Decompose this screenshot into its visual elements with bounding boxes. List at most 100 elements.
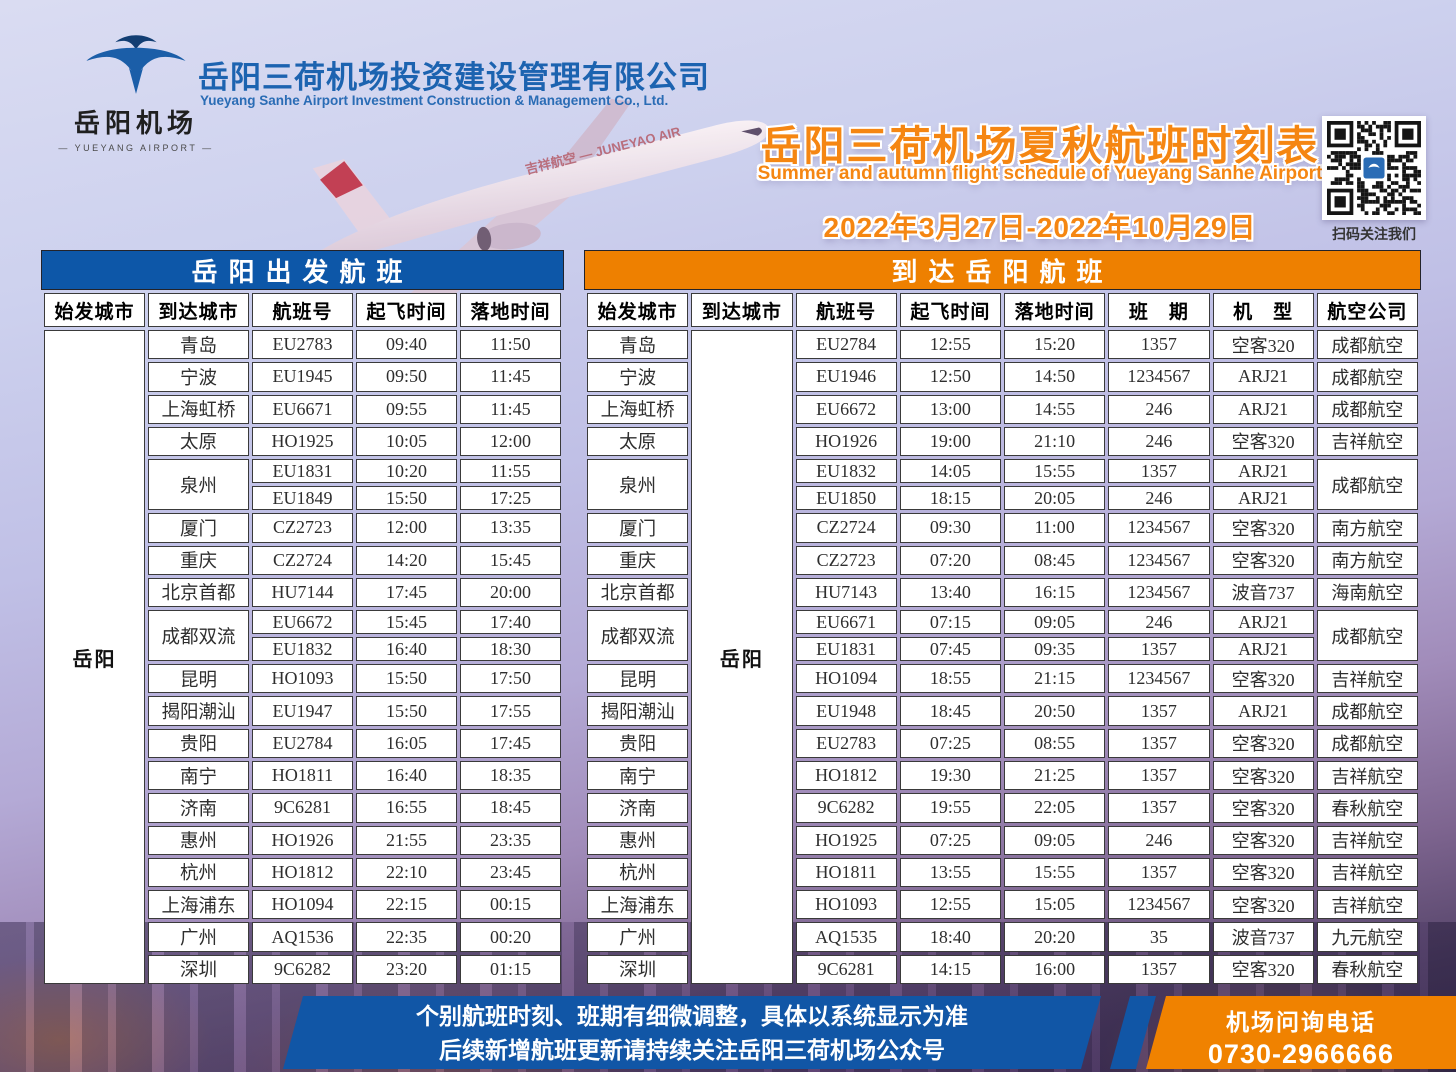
departures-section: 岳阳出发航班 始发城市 到达城市 航班号 起飞时间 落地时间 岳阳 青岛 EU2783 09:4… — [41, 250, 564, 987]
column-header: 到达城市 — [691, 293, 793, 327]
column-header: 始发城市 — [587, 293, 689, 327]
arrival-time-cell: 17:50 — [460, 664, 561, 694]
departure-time-cell: 19:55 — [899, 793, 1001, 823]
departure-time-cell: 16:40 — [356, 761, 457, 791]
logo-text-en: — YUEYANG AIRPORT — — [58, 143, 214, 153]
arrival-time-cell: 15:20 — [1004, 330, 1106, 360]
table-row: 广州 AQ1535 18:40 20:20 35 波音737 九元航空 — [587, 922, 1418, 952]
city-cell: 成都双流 — [148, 610, 249, 662]
arrival-time-cell: 09:05 — [1004, 610, 1106, 635]
table-row: 上海浦东 HO1093 12:55 15:05 1234567 空客320 吉祥航空 — [587, 890, 1418, 920]
tail-logo-swash — [320, 161, 363, 199]
arrival-time-cell: 20:50 — [1004, 696, 1106, 726]
city-cell: 杭州 — [148, 857, 249, 888]
city-cell: 宁波 — [587, 362, 689, 392]
table-row: 杭州 HO1811 13:55 15:55 1357 空客320 吉祥航空 — [587, 857, 1418, 888]
aircraft-cell: ARJ21 — [1212, 394, 1314, 424]
city-cell: 济南 — [148, 793, 249, 823]
phone-number: 0730-2966666 — [1207, 1039, 1395, 1069]
days-cell: 1357 — [1108, 761, 1210, 791]
aircraft-cell: 空客320 — [1212, 664, 1314, 694]
arrival-time-cell: 23:35 — [460, 825, 561, 855]
column-header-row: 始发城市 到达城市 航班号 起飞时间 落地时间班 期机 型航空公司 — [587, 293, 1418, 327]
flight-number-cell: CZ2724 — [252, 545, 353, 575]
arrival-time-cell: 00:20 — [460, 922, 561, 952]
table-row: 贵阳 EU2783 07:25 08:55 1357 空客320 成都航空 — [587, 728, 1418, 758]
days-cell: 1357 — [1108, 637, 1210, 662]
airline-cell: 成都航空 — [1316, 330, 1418, 360]
departure-time-cell: 12:50 — [899, 362, 1001, 392]
phone-label: 机场问询电话 — [1226, 1009, 1376, 1035]
departure-time-cell: 13:40 — [899, 577, 1001, 608]
notice-line2: 后续新增航班更新请持续关注岳阳三荷机场公众号 — [439, 1037, 945, 1063]
arrival-time-cell: 14:55 — [1004, 394, 1106, 424]
city-cell: 济南 — [587, 793, 689, 823]
column-header: 机 型 — [1212, 293, 1314, 327]
company-name-en: Yueyang Sanhe Airport Investment Constru… — [200, 93, 669, 108]
aircraft-cell: 空客320 — [1212, 513, 1314, 543]
days-cell: 246 — [1108, 426, 1210, 457]
column-header: 始发城市 — [44, 293, 145, 327]
table-row: 济南 9C6281 16:55 18:45 — [44, 793, 561, 823]
city-cell: 广州 — [148, 922, 249, 952]
flight-number-cell: EU6672 — [252, 610, 353, 635]
city-cell: 上海浦东 — [148, 890, 249, 920]
city-cell: 南宁 — [148, 761, 249, 791]
departure-time-cell: 07:45 — [899, 637, 1001, 662]
departure-time-cell: 23:20 — [356, 954, 457, 984]
departures-table: 始发城市 到达城市 航班号 起飞时间 落地时间 岳阳 青岛 EU2783 09:40 11:50 宁… — [41, 290, 564, 987]
engine-intake — [477, 226, 492, 251]
flight-number-cell: EU1945 — [252, 362, 353, 392]
days-cell: 1357 — [1108, 857, 1210, 888]
aircraft-cell: 空客320 — [1212, 890, 1314, 920]
column-header: 落地时间 — [460, 293, 561, 327]
city-cell: 太原 — [587, 426, 689, 457]
flight-number-cell: HO1925 — [252, 426, 353, 457]
table-row: 昆明 HO1093 15:50 17:50 — [44, 664, 561, 694]
days-cell: 246 — [1108, 486, 1210, 511]
table-row: EU1849 15:50 17:25 — [44, 486, 561, 511]
aircraft-cell: 空客320 — [1212, 793, 1314, 823]
flight-number-cell: EU1831 — [795, 637, 897, 662]
days-cell: 1357 — [1108, 330, 1210, 360]
airline-cell: 成都航空 — [1316, 728, 1418, 758]
city-cell: 贵阳 — [587, 728, 689, 758]
flight-number-cell: HU7143 — [795, 577, 897, 608]
column-header: 落地时间 — [1004, 293, 1106, 327]
table-row: 重庆 CZ2724 14:20 15:45 — [44, 545, 561, 575]
arrivals-table: 始发城市 到达城市 航班号 起飞时间 落地时间班 期机 型航空公司 青岛 岳阳 EU2784 1… — [584, 290, 1421, 987]
flight-number-cell: EU1850 — [795, 486, 897, 511]
table-row: EU1831 07:45 09:35 1357 ARJ21 — [587, 637, 1418, 662]
flight-number-cell: HO1094 — [252, 890, 353, 920]
city-cell: 厦门 — [148, 513, 249, 543]
days-cell: 1234567 — [1108, 890, 1210, 920]
departure-time-cell: 21:55 — [356, 825, 457, 855]
flight-number-cell: 9C6281 — [795, 954, 897, 984]
airline-cell: 成都航空 — [1316, 362, 1418, 392]
city-cell: 成都双流 — [587, 610, 689, 662]
departure-time-cell: 16:05 — [356, 728, 457, 758]
arrival-time-cell: 23:45 — [460, 857, 561, 888]
flight-number-cell: CZ2724 — [795, 513, 897, 543]
days-cell: 1234567 — [1108, 545, 1210, 575]
departure-time-cell: 22:15 — [356, 890, 457, 920]
flight-number-cell: EU1948 — [795, 696, 897, 726]
qr-caption: 扫码关注我们 — [1332, 226, 1416, 242]
table-row: 泉州 EU1832 14:05 15:55 1357 ARJ21 成都航空 — [587, 459, 1418, 511]
flight-number-cell: HO1926 — [795, 426, 897, 457]
city-cell: 南宁 — [587, 761, 689, 791]
date-range: 2022年3月27日-2022年10月29日 — [823, 212, 1257, 243]
departure-time-cell: 14:15 — [899, 954, 1001, 984]
days-cell: 1234567 — [1108, 664, 1210, 694]
days-cell: 1357 — [1108, 954, 1210, 984]
flight-number-cell: 9C6281 — [252, 793, 353, 823]
departure-time-cell: 14:05 — [899, 459, 1001, 484]
flight-number-cell: HO1812 — [252, 857, 353, 888]
city-cell: 上海虹桥 — [148, 394, 249, 424]
table-row: 杭州 HO1812 22:10 23:45 — [44, 857, 561, 888]
days-cell: 1357 — [1108, 459, 1210, 484]
table-row: 上海虹桥 EU6671 09:55 11:45 — [44, 394, 561, 424]
flight-number-cell: EU1831 — [252, 459, 353, 484]
departure-time-cell: 19:00 — [899, 426, 1001, 457]
departure-time-cell: 07:25 — [899, 728, 1001, 758]
